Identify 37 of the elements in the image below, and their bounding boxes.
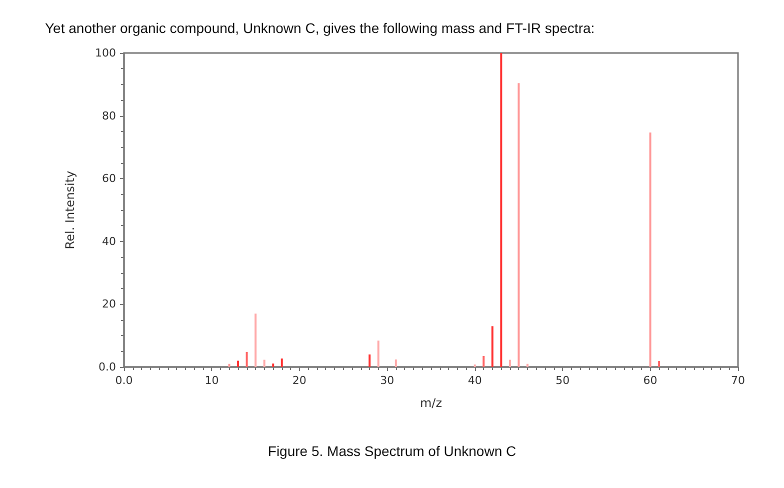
- x-tick-label: 10: [204, 374, 219, 387]
- bar: [272, 364, 274, 367]
- bar: [368, 354, 371, 367]
- y-tick-label: 60: [102, 172, 116, 186]
- y-tick-label: 0.0: [98, 360, 116, 374]
- bar: [508, 360, 511, 367]
- bar: [263, 360, 266, 367]
- bar: [500, 53, 502, 367]
- y-axis-title: Rel. Intensity: [63, 170, 77, 250]
- bar: [377, 340, 380, 367]
- bar: [649, 132, 652, 367]
- x-axis-title: m/z: [420, 396, 442, 410]
- y-tick-label: 80: [102, 109, 116, 122]
- bar: [526, 364, 528, 367]
- bar: [491, 326, 494, 367]
- x-tick-label: 70: [731, 374, 745, 387]
- x-tick-label: 60: [643, 374, 658, 387]
- bar: [237, 360, 240, 367]
- x-tick-label: 50: [556, 374, 570, 387]
- bar: [254, 314, 257, 367]
- y-tick-label: 100: [95, 46, 116, 60]
- x-tick-label: 20: [292, 374, 306, 387]
- bar: [482, 356, 485, 367]
- bar: [280, 358, 283, 367]
- bar: [474, 364, 476, 367]
- y-tick-label: 40: [102, 234, 116, 248]
- bar: [246, 352, 248, 367]
- bar: [394, 359, 397, 367]
- y-tick-label: 20: [102, 298, 116, 311]
- bar: [658, 361, 660, 367]
- x-tick-label: 0.0: [115, 374, 133, 387]
- chart-title: Yet another organic compound, Unknown C, gives the following mass and FT-IR spectra:: [45, 20, 595, 36]
- x-tick-label: 40: [468, 374, 482, 387]
- bar: [518, 83, 520, 367]
- bar: [228, 364, 230, 367]
- x-tick-label: 30: [380, 374, 394, 387]
- caption: Figure 5. Mass Spectrum of Unknown C: [268, 443, 516, 459]
